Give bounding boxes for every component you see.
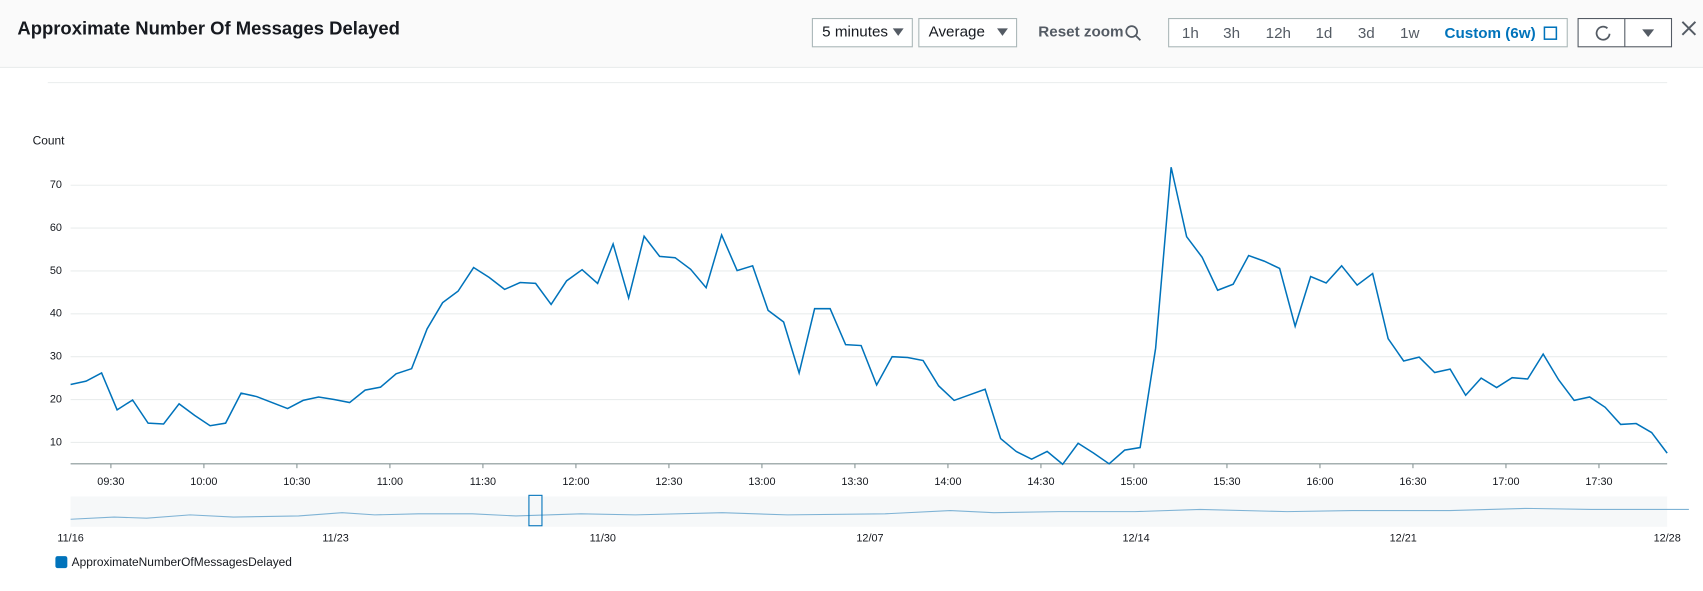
overview-bg [70,496,1668,527]
x-tick-label: 17:00 [1492,476,1519,488]
reset-zoom[interactable]: Reset zoom [1038,24,1123,41]
overview-label: 12/28 [1654,533,1681,545]
overview-label: 12/14 [1122,533,1149,545]
x-tick-label: 10:00 [190,476,217,488]
custom-range[interactable]: Custom (6w) [1445,25,1536,42]
x-tick-label: 16:30 [1399,476,1426,488]
x-tick-label: 09:30 [97,476,124,488]
x-tick-label: 10:30 [283,476,310,488]
range-button[interactable]: 1h [1182,25,1199,42]
range-group [1168,18,1568,48]
caret [1642,29,1655,38]
title: Approximate Number Of Messages Delayed [17,17,400,38]
y-tick-label: 40 [50,308,62,320]
zoom-icon [1125,25,1139,38]
range-button[interactable]: 1w [1400,25,1419,42]
overview-label: 11/23 [322,533,348,545]
close-icon[interactable] [1681,21,1697,36]
overview-label: 12/21 [1390,533,1417,545]
caret [892,28,904,36]
overview-selection[interactable] [528,494,543,527]
x-tick-label: 12:30 [655,476,682,488]
x-tick-label: 14:30 [1027,476,1054,488]
range-button[interactable]: 12h [1266,25,1291,42]
y-tick-label: 30 [50,351,62,363]
overview-line [70,507,1689,520]
x-tick-label: 11:00 [377,476,403,488]
x-tick-label: 13:30 [841,476,868,488]
legend-label[interactable]: ApproximateNumberOfMessagesDelayed [72,555,292,569]
y-tick-label: 70 [50,179,62,191]
overview-label: 11/16 [57,533,83,545]
range-button[interactable]: 3h [1223,25,1240,42]
y-tick-label: 60 [50,222,62,234]
x-tick-label: 15:30 [1213,476,1240,488]
stat-text: Average [929,24,985,41]
overview-label: 11/30 [590,533,616,545]
range-button[interactable]: 1d [1315,25,1332,42]
x-tick-label: 17:30 [1585,476,1612,488]
x-tick-label: 16:00 [1306,476,1333,488]
calendar-icon [1543,26,1558,40]
y-tick-label: 50 [50,265,62,277]
legend-swatch [55,556,68,569]
x-tick-label: 11:30 [470,476,496,488]
y-tick-label: 20 [50,393,62,405]
x-tick-label: 14:00 [934,476,961,488]
period-text: 5 minutes [822,24,888,41]
period-select[interactable] [811,18,913,48]
y-axis-label: Count [33,133,66,147]
x-tick-label: 12:00 [562,476,589,488]
zoom-icon [1135,35,1142,41]
y-tick-label: 10 [50,436,62,448]
data-line [70,167,1668,466]
x-tick-label: 13:00 [748,476,775,488]
overview-label: 12/07 [856,533,883,545]
x-tick-label: 15:00 [1120,476,1147,488]
range-button[interactable]: 3d [1358,25,1375,42]
caret [997,28,1008,36]
refresh-icon [1595,25,1611,41]
